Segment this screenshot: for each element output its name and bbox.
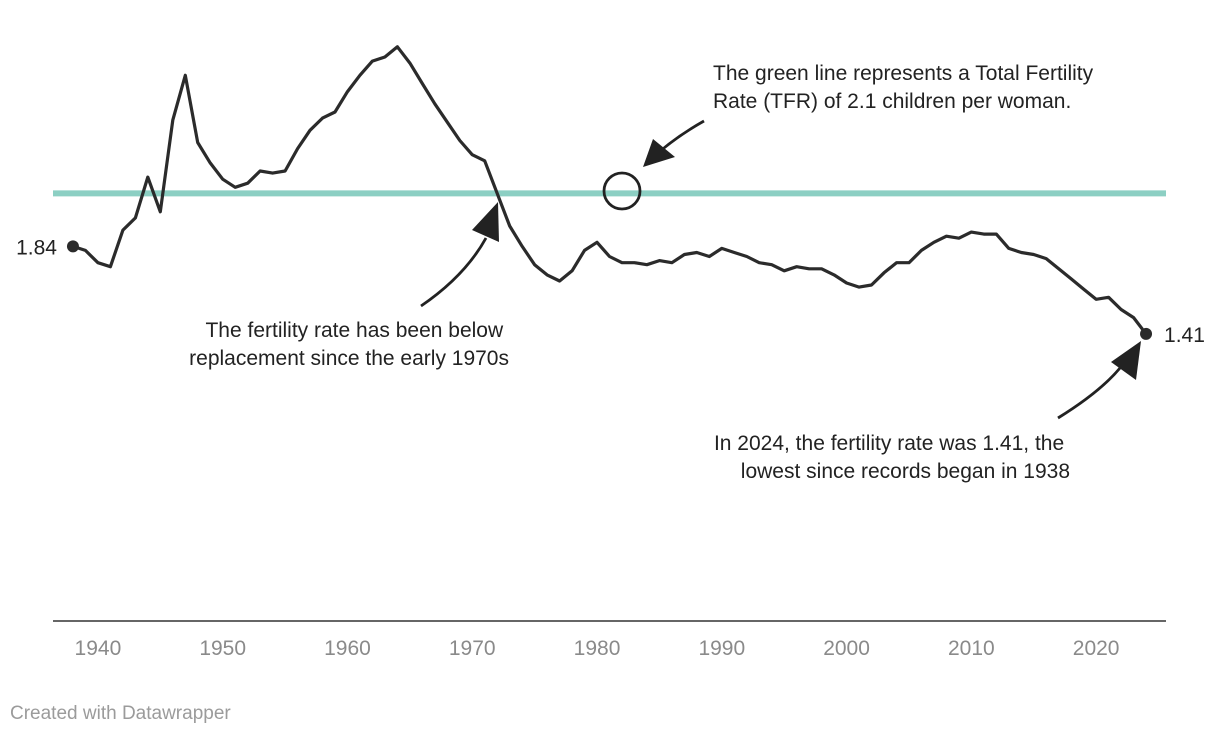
x-tick-label-2020: 2020 bbox=[1073, 637, 1120, 660]
start-point-marker bbox=[66, 240, 79, 253]
annotation-replacement-line-2: Rate (TFR) of 2.1 children per woman. bbox=[713, 90, 1071, 113]
annotation-2024-low-line-1: In 2024, the fertility rate was 1.41, th… bbox=[714, 432, 1064, 455]
annotation-below-replacement-line-2: replacement since the early 1970s bbox=[189, 347, 509, 370]
annotation-replacement-line-1: The green line represents a Total Fertil… bbox=[713, 62, 1094, 85]
annotation-2024-low-arrowhead bbox=[1111, 341, 1141, 380]
end-point-marker bbox=[1140, 327, 1153, 340]
datawrapper-credit: Created with Datawrapper bbox=[10, 703, 231, 724]
x-tick-label-2000: 2000 bbox=[823, 637, 870, 660]
annotation-below-replacement-text: The fertility rate has been below replac… bbox=[189, 319, 509, 370]
annotation-below-replacement-line-1: The fertility rate has been below bbox=[205, 319, 503, 342]
x-tick-label-1950: 1950 bbox=[199, 637, 246, 660]
start-value-label: 1.84 bbox=[16, 236, 57, 259]
x-tick-label-1970: 1970 bbox=[449, 637, 496, 660]
fertility-rate-series-line bbox=[71, 45, 1148, 336]
x-tick-label-1980: 1980 bbox=[574, 637, 621, 660]
x-tick-label-1940: 1940 bbox=[75, 637, 122, 660]
annotation-2024-low-line-2: lowest since records began in 1938 bbox=[741, 460, 1070, 483]
x-tick-label-1960: 1960 bbox=[324, 637, 371, 660]
annotation-below-replacement-arrow bbox=[420, 237, 488, 308]
annotation-replacement-arrowhead bbox=[643, 139, 675, 167]
x-tick-label-1990: 1990 bbox=[698, 637, 745, 660]
annotation-replacement-circle bbox=[602, 171, 642, 211]
annotation-2024-low-text: In 2024, the fertility rate was 1.41, th… bbox=[714, 432, 1070, 483]
annotation-replacement-line-text: The green line represents a Total Fertil… bbox=[713, 62, 1099, 113]
end-value-label: 1.41 bbox=[1164, 324, 1205, 347]
annotation-2024-low-arrow bbox=[1057, 367, 1122, 420]
x-tick-label-2010: 2010 bbox=[948, 637, 995, 660]
annotation-below-replacement-arrowhead bbox=[472, 202, 499, 242]
